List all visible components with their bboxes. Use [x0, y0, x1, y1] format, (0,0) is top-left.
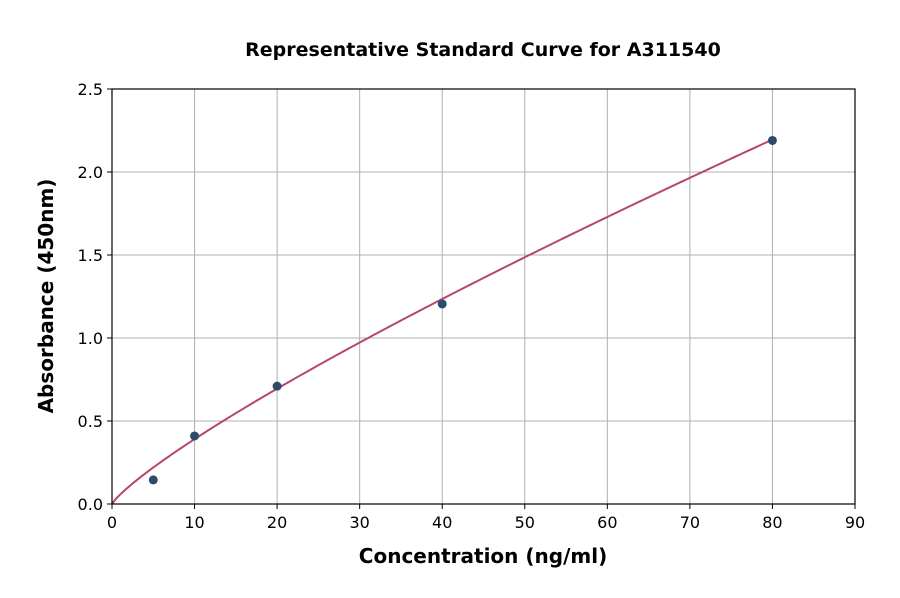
y-tick-label: 0.0	[78, 495, 103, 514]
x-tick-label: 30	[349, 513, 369, 532]
data-point	[190, 431, 200, 441]
x-axis-ticks: 0 10 20 30 40 50 60 70 80 90	[107, 504, 865, 532]
y-tick-label: 2.5	[78, 80, 103, 99]
grid	[111, 88, 856, 505]
data-points	[148, 135, 777, 485]
data-point	[767, 135, 777, 145]
y-tick-label: 2.0	[78, 163, 103, 182]
y-axis-ticks: 0.0 0.5 1.0 1.5 2.0 2.5	[78, 80, 112, 514]
chart-title: Representative Standard Curve for A31154…	[245, 39, 721, 61]
y-axis-label: Absorbance (450nm)	[34, 179, 58, 414]
fit-curve	[111, 138, 773, 505]
data-point	[272, 381, 282, 391]
fit-curve-group	[111, 138, 773, 505]
data-point	[148, 475, 158, 485]
x-tick-label: 10	[184, 513, 204, 532]
x-tick-label: 20	[267, 513, 287, 532]
x-tick-label: 0	[107, 513, 117, 532]
y-tick-label: 0.5	[78, 412, 103, 431]
y-tick-label: 1.0	[78, 329, 103, 348]
data-point	[437, 299, 447, 309]
x-tick-label: 80	[762, 513, 782, 532]
plot-frame	[111, 88, 856, 505]
x-tick-label: 70	[680, 513, 700, 532]
x-tick-label: 90	[845, 513, 865, 532]
x-axis-label: Concentration (ng/ml)	[359, 544, 607, 568]
y-tick-label: 1.5	[78, 246, 103, 265]
x-tick-label: 50	[515, 513, 535, 532]
x-tick-label: 40	[432, 513, 452, 532]
x-tick-label: 60	[597, 513, 617, 532]
